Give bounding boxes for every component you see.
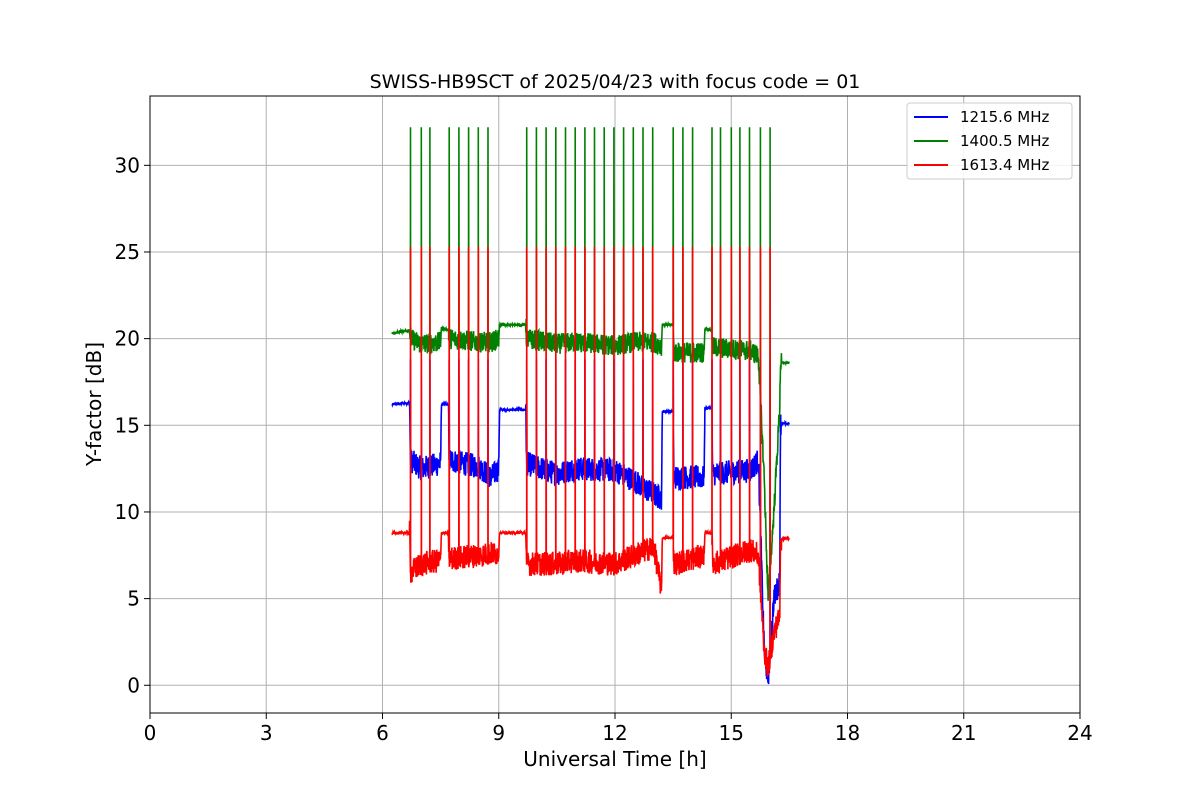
y-tick-label: 10: [115, 500, 140, 524]
legend-label: 1400.5 MHz: [960, 132, 1049, 150]
series-line: [391, 359, 790, 685]
x-tick-label: 21: [951, 721, 976, 745]
y-tick-label: 20: [115, 327, 140, 351]
chart-title: SWISS-HB9SCT of 2025/04/23 with focus co…: [370, 71, 861, 93]
x-axis-label: Universal Time [h]: [523, 747, 706, 771]
x-tick-label: 3: [260, 721, 273, 745]
series-line: [391, 127, 790, 601]
x-tick-label: 15: [719, 721, 744, 745]
y-axis-label: Y-factor [dB]: [82, 342, 106, 467]
x-axis-ticks: 0 3 6 9 12 15 18 21 24: [144, 713, 1093, 745]
x-tick-label: 0: [144, 721, 157, 745]
grid-lines: [149, 96, 1081, 713]
legend-label: 1613.4 MHz: [960, 156, 1049, 174]
x-tick-label: 9: [492, 721, 505, 745]
legend: 1215.6 MHz 1400.5 MHz 1613.4 MHz: [906, 102, 1073, 180]
legend-box: [906, 102, 1073, 180]
x-tick-label: 18: [835, 721, 860, 745]
series-layer: [391, 127, 790, 685]
y-tick-label: 30: [115, 153, 140, 177]
x-tick-label: 24: [1067, 721, 1092, 745]
legend-label: 1215.6 MHz: [960, 108, 1049, 126]
y-tick-label: 25: [115, 240, 140, 264]
y-tick-label: 5: [127, 587, 140, 611]
y-tick-label: 15: [115, 413, 140, 437]
y-tick-label: 0: [127, 673, 140, 697]
series-line: [391, 246, 790, 677]
x-tick-label: 6: [376, 721, 389, 745]
y-axis-ticks: 0 5 10 15 20 25 30: [115, 153, 150, 697]
x-tick-label: 12: [602, 721, 627, 745]
